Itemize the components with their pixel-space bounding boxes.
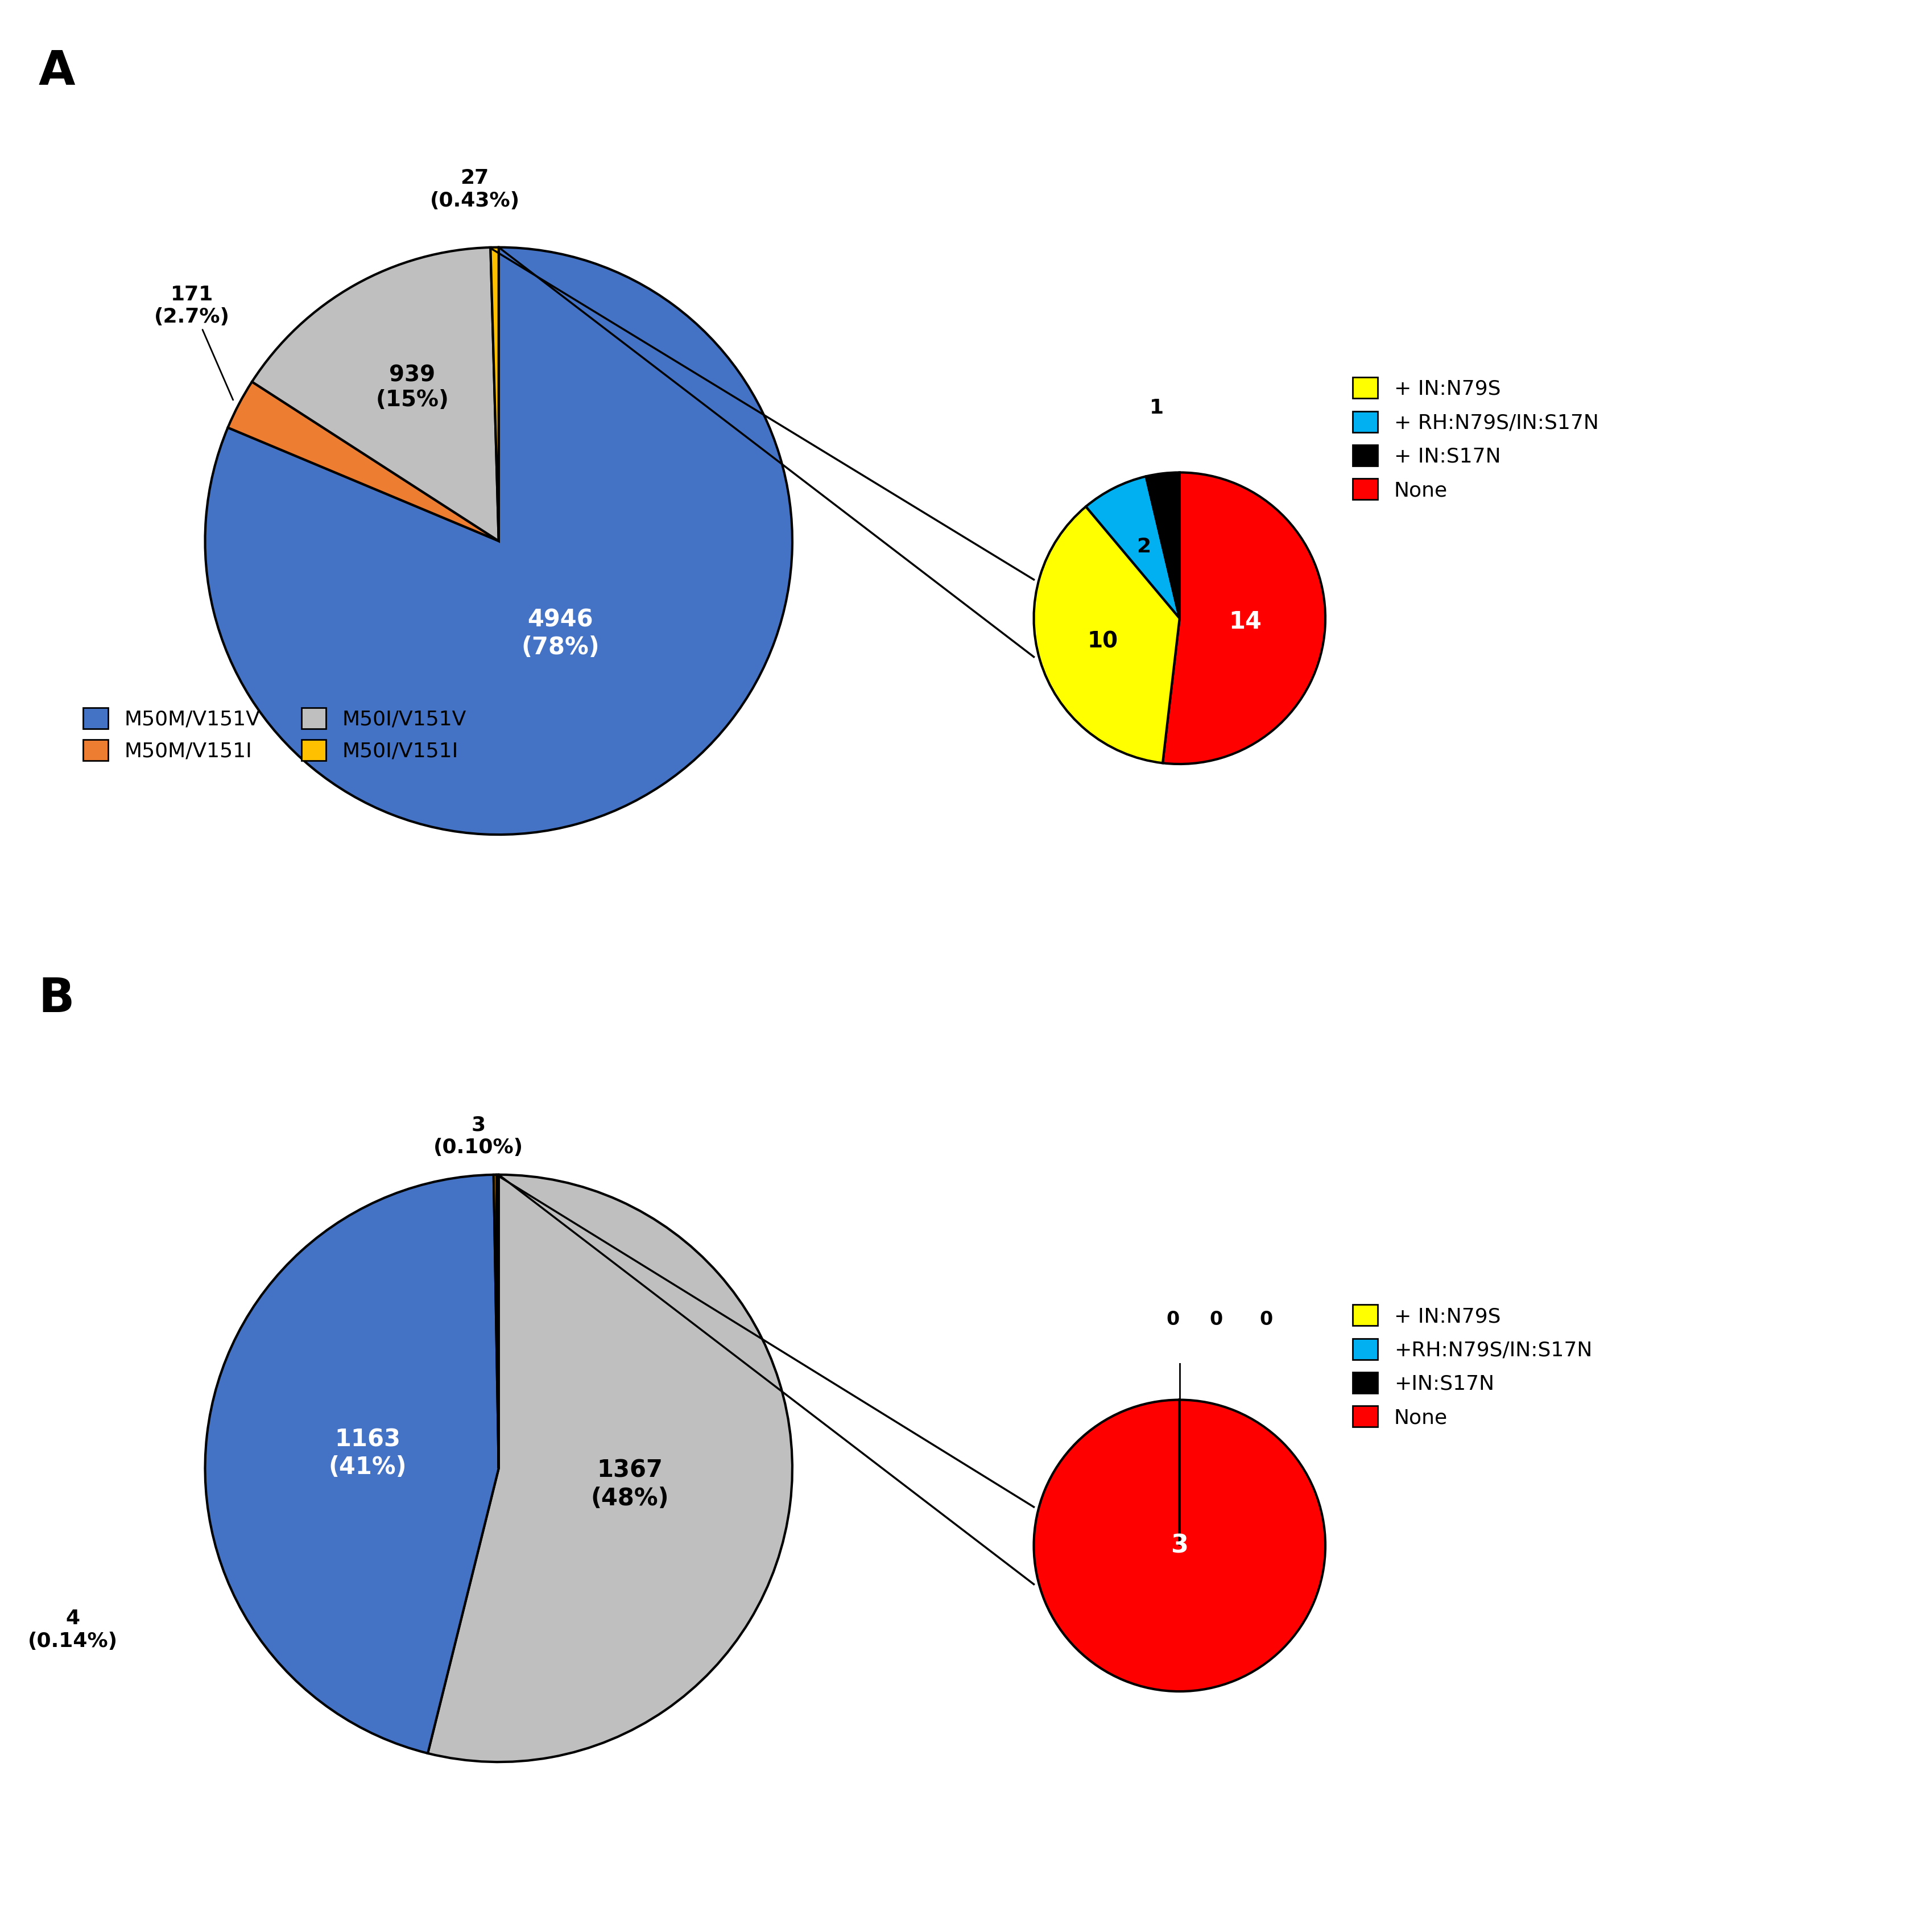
Wedge shape [1034, 506, 1180, 763]
Wedge shape [1034, 1401, 1325, 1691]
Text: 10: 10 [1088, 630, 1118, 651]
Text: B: B [38, 976, 75, 1022]
Wedge shape [205, 247, 792, 835]
Legend: M50M/V151V, M50M/V151I, M50I/V151V, M50I/V151I: M50M/V151V, M50M/V151I, M50I/V151V, M50I… [82, 707, 466, 761]
Wedge shape [497, 1175, 499, 1468]
Text: 1163
(41%): 1163 (41%) [328, 1428, 407, 1480]
Text: 0: 0 [1260, 1310, 1274, 1329]
Text: 4946
(78%): 4946 (78%) [522, 609, 600, 659]
Wedge shape [205, 1175, 499, 1752]
Wedge shape [1145, 473, 1180, 618]
Text: 0: 0 [1166, 1310, 1180, 1329]
Text: 3
(0.10%): 3 (0.10%) [433, 1115, 524, 1157]
Text: 1: 1 [1149, 398, 1164, 417]
Wedge shape [228, 383, 499, 541]
Text: 939
(15%): 939 (15%) [376, 363, 449, 412]
Legend: + IN:N79S, + RH:N79S/IN:S17N, + IN:S17N, None: + IN:N79S, + RH:N79S/IN:S17N, + IN:S17N,… [1352, 377, 1598, 500]
Wedge shape [1162, 473, 1325, 763]
Wedge shape [493, 1175, 499, 1468]
Text: 4
(0.14%): 4 (0.14%) [29, 1609, 117, 1650]
Text: 27
(0.43%): 27 (0.43%) [430, 168, 520, 211]
Wedge shape [491, 247, 499, 541]
Wedge shape [428, 1175, 792, 1762]
Wedge shape [1086, 477, 1180, 618]
Wedge shape [251, 247, 499, 541]
Text: 3: 3 [1170, 1534, 1189, 1557]
Text: 14: 14 [1229, 611, 1262, 634]
Text: 2: 2 [1137, 537, 1151, 556]
Text: 0: 0 [1210, 1310, 1222, 1329]
Legend: + IN:N79S, +RH:N79S/IN:S17N, +IN:S17N, None: + IN:N79S, +RH:N79S/IN:S17N, +IN:S17N, N… [1352, 1304, 1592, 1428]
Text: 171
(2.7%): 171 (2.7%) [153, 284, 234, 400]
Text: 1367
(48%): 1367 (48%) [591, 1459, 669, 1511]
Text: A: A [38, 48, 75, 95]
